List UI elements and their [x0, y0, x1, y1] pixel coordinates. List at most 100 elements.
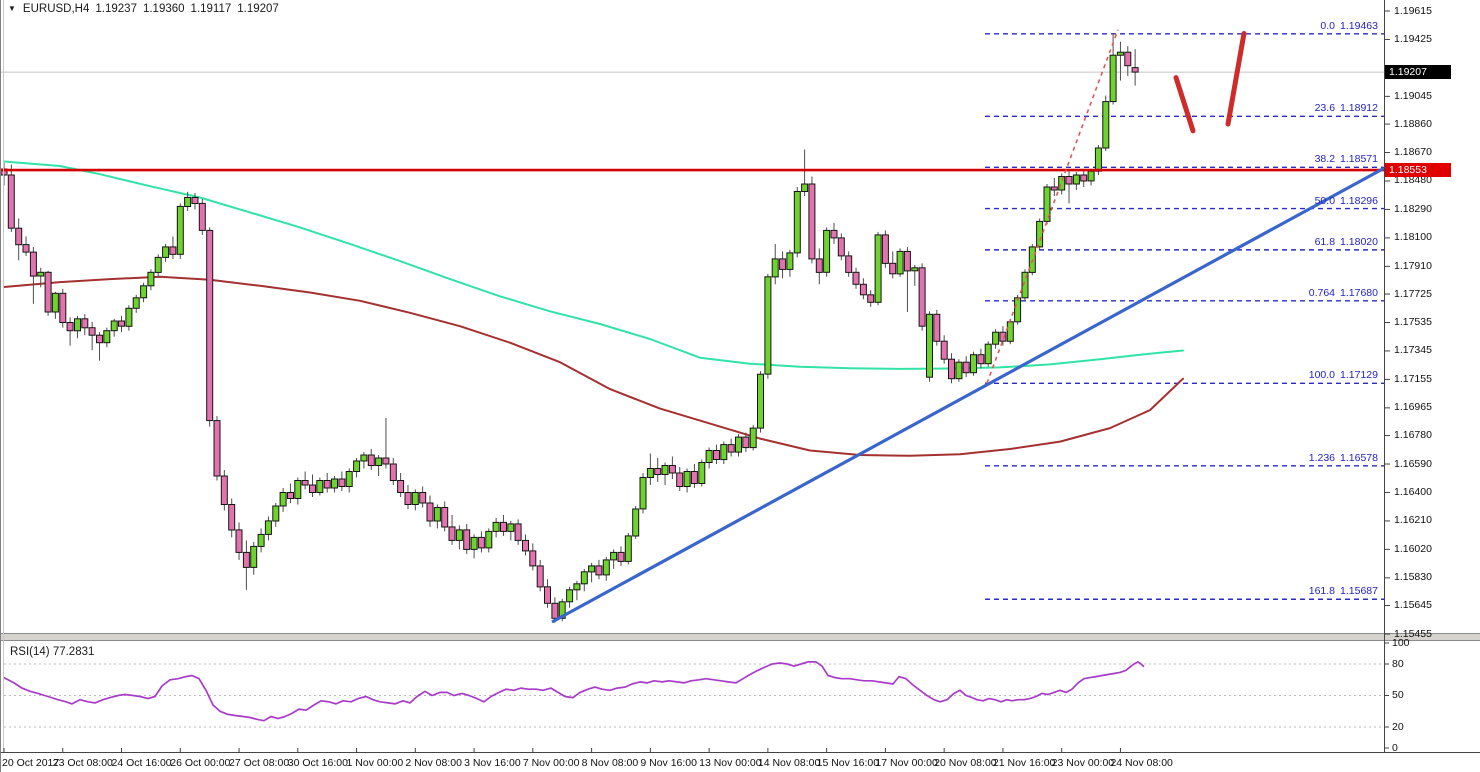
candle [294, 480, 302, 499]
fib-level-label: 23.6 1.18912 [1315, 102, 1378, 114]
pane-splitter[interactable] [0, 634, 1480, 640]
price-axis-label: 1.15455 [1394, 627, 1432, 640]
time-axis-label: 1 Nov 00:00 [346, 757, 404, 769]
candle [353, 460, 361, 472]
candle [169, 246, 177, 255]
candle [250, 545, 258, 568]
candle [683, 471, 691, 487]
candle [367, 454, 375, 466]
time-axis-label: 9 Nov 16:00 [640, 757, 697, 769]
candle [360, 454, 368, 462]
rsi-scale-label: 100 [1392, 636, 1410, 649]
time-axis-label: 7 Nov 00:00 [522, 757, 580, 769]
candle [309, 484, 316, 493]
pane-splitter-edge [0, 633, 1480, 634]
candle [228, 504, 236, 531]
time-axis-label: 26 Oct 00:00 [170, 757, 231, 769]
fib-level-ratio: 38.2 [1314, 153, 1336, 166]
candle [176, 205, 184, 255]
price-axis-label: 1.16965 [1394, 401, 1432, 414]
candle [1043, 186, 1051, 222]
candle [918, 267, 926, 327]
candle [477, 536, 485, 549]
candle [999, 331, 1007, 342]
fib-level-ratio: 61.8 [1314, 235, 1336, 248]
fib-level-ratio: 0.0 [1320, 19, 1336, 32]
candle [397, 480, 405, 493]
candle [558, 601, 566, 619]
price-axis-label: 1.18860 [1394, 117, 1432, 130]
candle [646, 468, 654, 478]
fib-level-ratio: 0.764 [1308, 286, 1336, 299]
candle [992, 331, 1000, 345]
fib-level-label: 50.0 1.18296 [1315, 195, 1378, 207]
red-annotation-stroke[interactable] [1225, 30, 1247, 127]
candle [668, 465, 676, 474]
candle [37, 271, 45, 277]
candle [426, 502, 434, 522]
fib-level-price: 1.18296 [1340, 194, 1378, 207]
candle [933, 313, 941, 342]
candle [463, 529, 471, 550]
price-axis-label: 1.18670 [1394, 146, 1432, 159]
price-axis-label: 1.15645 [1394, 599, 1432, 612]
candle [419, 492, 427, 504]
candle [661, 465, 669, 475]
candle [411, 492, 419, 505]
candle [1006, 321, 1014, 342]
candle [441, 507, 449, 528]
time-axis-label: 3 Nov 16:00 [464, 757, 521, 769]
symbol-dropdown-icon[interactable]: ▼ [8, 4, 16, 13]
price-axis-label: 1.16590 [1394, 457, 1432, 470]
candle [66, 322, 74, 332]
fib-level-label: 0.764 1.17680 [1309, 287, 1378, 299]
candle [507, 523, 515, 532]
candle [727, 444, 735, 453]
time-axis-label: 23 Nov 00:00 [1051, 757, 1115, 769]
candle [926, 313, 933, 378]
fib-level-ratio: 100.0 [1308, 369, 1336, 382]
candle [132, 297, 140, 309]
price-axis-label: 1.17155 [1394, 372, 1432, 385]
candle [162, 246, 170, 258]
candle [44, 271, 52, 313]
candle [81, 318, 89, 329]
candle [1050, 186, 1058, 191]
candle [955, 361, 963, 380]
candle [140, 285, 148, 299]
candle [1036, 220, 1044, 248]
candle [389, 463, 397, 481]
price-axis-label: 1.17345 [1394, 344, 1432, 357]
candle [213, 420, 221, 477]
rsi-scale-label: 50 [1392, 689, 1404, 701]
fib-level-ratio: 1.236 [1308, 451, 1336, 464]
candle [301, 480, 309, 486]
candle [485, 530, 493, 549]
candle [455, 529, 463, 541]
candle [889, 262, 897, 275]
trendline-object[interactable] [551, 166, 1385, 624]
price-axis-label: 1.18290 [1394, 202, 1432, 215]
time-axis-label: 14 Nov 08:00 [757, 757, 821, 769]
candle [404, 492, 412, 505]
time-axis-label: 20 Nov 08:00 [934, 757, 997, 769]
dashed-projection-line[interactable] [986, 29, 1119, 384]
candle [1131, 67, 1139, 73]
fib-level-ratio: 23.6 [1314, 102, 1336, 115]
price-axis-label: 1.19045 [1394, 89, 1432, 102]
price-axis-label: 1.17910 [1394, 259, 1432, 272]
rsi-scale-label: 80 [1392, 657, 1404, 670]
candle [470, 536, 478, 550]
red-annotation-stroke[interactable] [1173, 75, 1196, 134]
candle [536, 565, 544, 588]
candle [257, 533, 265, 547]
ohlc-open: 1.19237 [95, 3, 137, 15]
candle [573, 583, 581, 591]
hline-price-tag: 1.18553 [1385, 163, 1451, 177]
candle [977, 354, 985, 365]
candle [1109, 54, 1117, 103]
candle [103, 330, 111, 344]
fib-level-label: 0.0 1.19463 [1320, 20, 1378, 32]
candle [1102, 101, 1110, 149]
